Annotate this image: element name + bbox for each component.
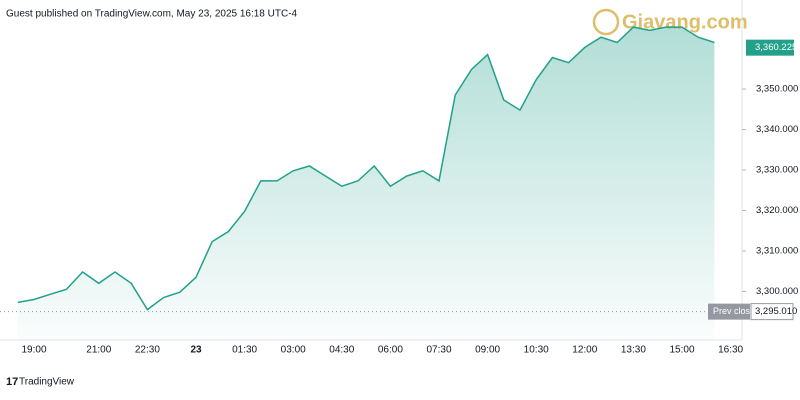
x-tick-label: 21:00: [86, 345, 111, 356]
watermark-logo: [592, 8, 620, 36]
x-tick-label: 12:00: [572, 345, 597, 356]
header: Guest published on TradingView.com, May …: [6, 9, 298, 20]
prev-close-value: 3,295.010: [755, 306, 797, 317]
y-tick-label: 3,300.000: [756, 286, 798, 297]
x-tick-label: 22:30: [135, 345, 160, 356]
x-tick-label: 15:00: [669, 345, 694, 356]
y-tick-label: 3,330.000: [756, 165, 798, 176]
watermark-text: Giavang.com: [622, 11, 748, 33]
x-tick-label: 06:00: [378, 345, 403, 356]
x-tick-label: 23: [190, 345, 202, 356]
x-tick-label: 09:00: [475, 345, 500, 356]
area: [17, 27, 715, 340]
watermark: Giavang.com: [592, 8, 748, 36]
y-tick-label: 3,320.000: [756, 205, 798, 216]
last-price-label: 3,360.225: [755, 42, 797, 53]
x-tick-label: 01:30: [232, 345, 257, 356]
footer-logo: 17: [6, 376, 18, 388]
x-tick-label: 13:30: [621, 345, 646, 356]
x-tick-label: 10:30: [524, 345, 549, 356]
prev-close-tag-bg: [708, 303, 750, 320]
prev-close-value-bg: [750, 303, 794, 321]
x-tick-label: 03:00: [281, 345, 306, 356]
x-tick-label: 19:00: [21, 345, 46, 356]
prev-close-name: Prev close: [713, 306, 755, 316]
x-tick-label: 07:30: [426, 345, 451, 356]
y-tick-label: 3,310.000: [756, 245, 798, 256]
line: [17, 26, 715, 311]
footer-text: TradingView: [19, 377, 75, 388]
y-tick-label: 3,340.000: [756, 124, 798, 135]
footer: 17 TradingView: [6, 376, 75, 388]
x-tick-label: 16:30: [718, 345, 743, 356]
y-tick-label: 3,350.000: [756, 84, 798, 95]
last-price-tag: [746, 39, 794, 56]
x-tick-label: 04:30: [329, 345, 354, 356]
